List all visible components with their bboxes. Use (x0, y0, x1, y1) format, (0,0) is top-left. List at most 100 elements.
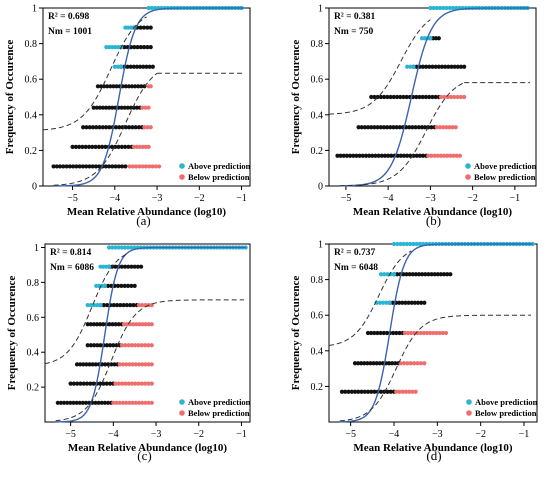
panel-label: (d) (426, 448, 441, 463)
neutral-point (404, 272, 409, 277)
neutral-point (372, 330, 377, 336)
y-tick-label: 0.8 (311, 275, 324, 286)
below-prediction-point (451, 153, 456, 158)
panel-label: (b) (426, 213, 441, 228)
below-prediction-point (149, 400, 154, 405)
neutral-point (423, 94, 429, 100)
neutral-point (432, 272, 437, 277)
neutral-point (125, 283, 131, 288)
neutral-point (379, 153, 384, 158)
above-prediction-point (391, 272, 397, 277)
below-prediction-point (405, 361, 410, 366)
neutral-point (84, 164, 89, 169)
neutral-point (417, 94, 422, 100)
neutral-point (446, 64, 451, 69)
above-prediction-point (110, 245, 115, 250)
y-tick-label: 0 (318, 182, 323, 193)
neutral-point (114, 84, 119, 89)
above-prediction-point (129, 245, 134, 250)
below-prediction-point (143, 381, 148, 386)
neutral-point (112, 362, 117, 367)
below-prediction-point (437, 330, 442, 336)
neutral-point (94, 105, 99, 110)
legend-entry: Below prediction (188, 408, 250, 418)
neutral-point (381, 125, 387, 130)
neutral-point (138, 64, 143, 69)
neutral-point (365, 330, 371, 336)
above-prediction-point (385, 272, 390, 277)
below-prediction-point (137, 144, 142, 149)
neutral-point (129, 283, 134, 288)
y-tick-label: 0.4 (25, 110, 38, 121)
neutral-point (377, 361, 382, 366)
neutral-point (415, 300, 421, 305)
neutral-point (407, 125, 412, 130)
neutral-point (132, 283, 137, 288)
neutral-point (91, 381, 96, 386)
above-prediction-point (428, 5, 433, 11)
neutral-point (384, 125, 390, 130)
neutral-point (375, 330, 380, 336)
below-prediction-point (397, 389, 402, 394)
above-prediction-point (404, 241, 409, 247)
neutral-point (74, 164, 79, 169)
r-squared-label: R² = 0.381 (334, 12, 375, 22)
below-prediction-point (116, 381, 121, 386)
neutral-point (128, 105, 133, 110)
neutral-point (356, 361, 361, 366)
neutral-point (144, 64, 149, 69)
r-squared-label: R² = 0.814 (50, 248, 91, 258)
neutral-point (378, 94, 383, 100)
above-prediction-point (102, 283, 107, 288)
below-prediction-point (142, 125, 147, 130)
neutral-point (111, 343, 116, 348)
neutral-point (58, 400, 64, 405)
neutral-point (119, 283, 124, 288)
neutral-point (391, 94, 396, 100)
neutral-point (367, 153, 372, 158)
neutral-point (70, 144, 75, 149)
y-tick-label: 1 (34, 243, 39, 254)
neutral-point (113, 264, 118, 269)
x-tick-label: −2 (194, 193, 205, 204)
below-prediction-point (139, 381, 144, 386)
below-prediction-point (130, 400, 135, 405)
below-prediction-point (426, 153, 431, 158)
neutral-point (436, 36, 441, 41)
neutral-point (352, 389, 358, 394)
below-prediction-point (402, 330, 407, 336)
x-tick-label: −5 (345, 429, 356, 440)
neutral-point (104, 381, 109, 386)
neutral-point (385, 389, 390, 394)
lower-confidence-line (55, 299, 242, 422)
neutral-point (73, 144, 78, 149)
below-prediction-point (131, 322, 136, 327)
x-tick-label: −1 (519, 429, 530, 440)
x-tick-label: −2 (193, 429, 204, 440)
below-prediction-point (457, 153, 463, 158)
below-prediction-point (428, 330, 433, 336)
below-prediction-point (440, 125, 446, 130)
neutral-point (101, 322, 106, 327)
neutral-point (98, 343, 103, 348)
below-prediction-point (408, 361, 413, 366)
above-prediction-point (115, 64, 121, 69)
neutral-point (369, 94, 374, 100)
below-prediction-point (123, 381, 128, 386)
below-prediction-point (157, 164, 162, 169)
neutral-point (132, 264, 137, 269)
below-prediction-point (133, 400, 138, 405)
neutral-point (116, 322, 121, 327)
legend-entry: Below prediction (188, 172, 250, 182)
neutral-point (123, 164, 128, 169)
neutral-point (113, 164, 118, 169)
neutral-point (96, 144, 101, 149)
neutral-point (110, 322, 115, 327)
below-prediction-point (136, 362, 142, 367)
neutral-point (403, 300, 408, 305)
y-tick-label: 1 (32, 4, 37, 15)
x-tick-label: −1 (236, 193, 247, 204)
below-prediction-point (153, 164, 158, 169)
above-prediction-point (444, 5, 449, 11)
data-points (335, 5, 530, 158)
